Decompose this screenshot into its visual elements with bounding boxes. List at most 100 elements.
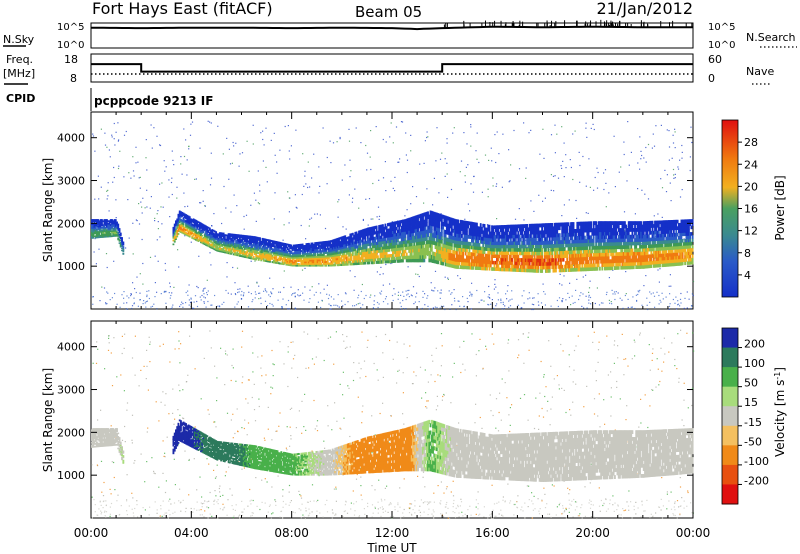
echo-cell <box>503 248 506 252</box>
echo-cell <box>119 244 122 246</box>
echo-cell <box>481 259 483 264</box>
echo-cell <box>448 263 451 268</box>
echo-cell <box>501 264 503 268</box>
echo-cell <box>373 231 376 235</box>
echo-cell <box>428 251 431 255</box>
echo-cell <box>334 244 337 247</box>
clutter-pixel <box>188 304 190 306</box>
echo-cell <box>433 230 436 234</box>
echo-cell <box>241 250 244 253</box>
power-data <box>91 120 695 311</box>
echo-cell <box>383 226 386 230</box>
echo-cell <box>315 259 318 262</box>
echo-cell <box>180 228 182 230</box>
echo-cell <box>456 254 458 259</box>
echo-cell <box>236 249 239 252</box>
echo-cell <box>104 229 107 232</box>
echo-cell <box>309 262 312 265</box>
clutter-pixel <box>146 290 148 292</box>
echo-cell <box>255 238 258 241</box>
echo-cell <box>482 223 485 228</box>
echo-cell <box>419 255 422 259</box>
echo-cell <box>407 236 409 241</box>
echo-cell <box>430 236 433 241</box>
scatter-pixel <box>410 134 412 136</box>
echo-cell <box>427 225 429 230</box>
echo-cell <box>371 245 374 249</box>
echo-cell <box>178 221 181 224</box>
noise-frame <box>90 22 694 49</box>
echo-cell <box>117 227 120 229</box>
scatter-pixel <box>509 180 511 182</box>
echo-cell <box>118 229 121 231</box>
clutter-pixel <box>111 297 113 299</box>
echo-cell <box>320 246 323 249</box>
echo-cell <box>109 219 112 221</box>
scatter-pixel <box>154 255 156 257</box>
echo-cell <box>107 235 110 238</box>
scatter-pixel <box>253 192 255 194</box>
echo-cell <box>299 243 302 246</box>
echo-cell <box>249 250 251 253</box>
echo-cell <box>447 216 450 221</box>
echo-cell <box>498 248 501 252</box>
echo-cell <box>181 230 184 233</box>
echo-cell <box>444 219 447 224</box>
echo-cell <box>216 240 219 242</box>
scatter-pixel <box>670 285 672 287</box>
echo-cell <box>309 246 312 249</box>
echo-cell <box>445 230 448 235</box>
echo-cell <box>345 256 348 260</box>
echo-cell <box>193 238 196 241</box>
echo-cell <box>484 234 487 238</box>
clutter-pixel <box>537 293 539 295</box>
echo-cell <box>207 245 210 248</box>
clutter-pixel <box>556 299 558 302</box>
echo-cell <box>336 259 339 263</box>
echo-cell <box>349 251 352 255</box>
echo-cell <box>318 254 320 257</box>
echo-cell <box>239 243 241 246</box>
echo-cell <box>375 247 378 251</box>
scatter-pixel <box>554 175 556 177</box>
echo-cell <box>218 242 221 244</box>
echo-cell <box>494 248 497 252</box>
echo-cell <box>463 261 466 266</box>
scatter-pixel <box>161 182 163 184</box>
echo-cell <box>424 251 427 256</box>
echo-cell <box>499 251 502 255</box>
echo-cell <box>221 238 224 240</box>
scatter-pixel <box>582 155 584 158</box>
echo-cell <box>190 225 192 228</box>
clutter-pixel <box>328 303 330 305</box>
echo-cell <box>373 261 376 265</box>
echo-cell <box>239 250 241 253</box>
echo-cell <box>429 225 432 230</box>
echo-cell <box>334 240 337 243</box>
echo-cell <box>296 259 299 262</box>
echo-cell <box>267 250 270 253</box>
echo-cell <box>186 214 189 217</box>
echo-cell <box>287 243 290 246</box>
echo-cell <box>388 254 391 258</box>
clutter-pixel <box>293 292 295 294</box>
echo-cell <box>458 233 461 238</box>
clutter-pixel <box>326 293 328 295</box>
echo-cell <box>114 235 117 237</box>
echo-cell <box>467 241 470 246</box>
echo-cell <box>183 216 186 219</box>
echo-cell <box>107 229 110 231</box>
echo-cell <box>442 261 445 266</box>
echo-cell <box>300 261 303 264</box>
scatter-pixel <box>623 141 625 143</box>
scatter-pixel <box>491 160 493 162</box>
echo-cell <box>221 248 224 250</box>
echo-cell <box>383 237 386 242</box>
echo-cell <box>397 223 399 228</box>
echo-cell <box>192 218 195 221</box>
echo-cell <box>290 250 293 253</box>
echo-cell <box>439 246 442 251</box>
clutter-pixel <box>658 294 660 297</box>
echo-cell <box>430 214 433 219</box>
echo-cell <box>447 223 450 228</box>
